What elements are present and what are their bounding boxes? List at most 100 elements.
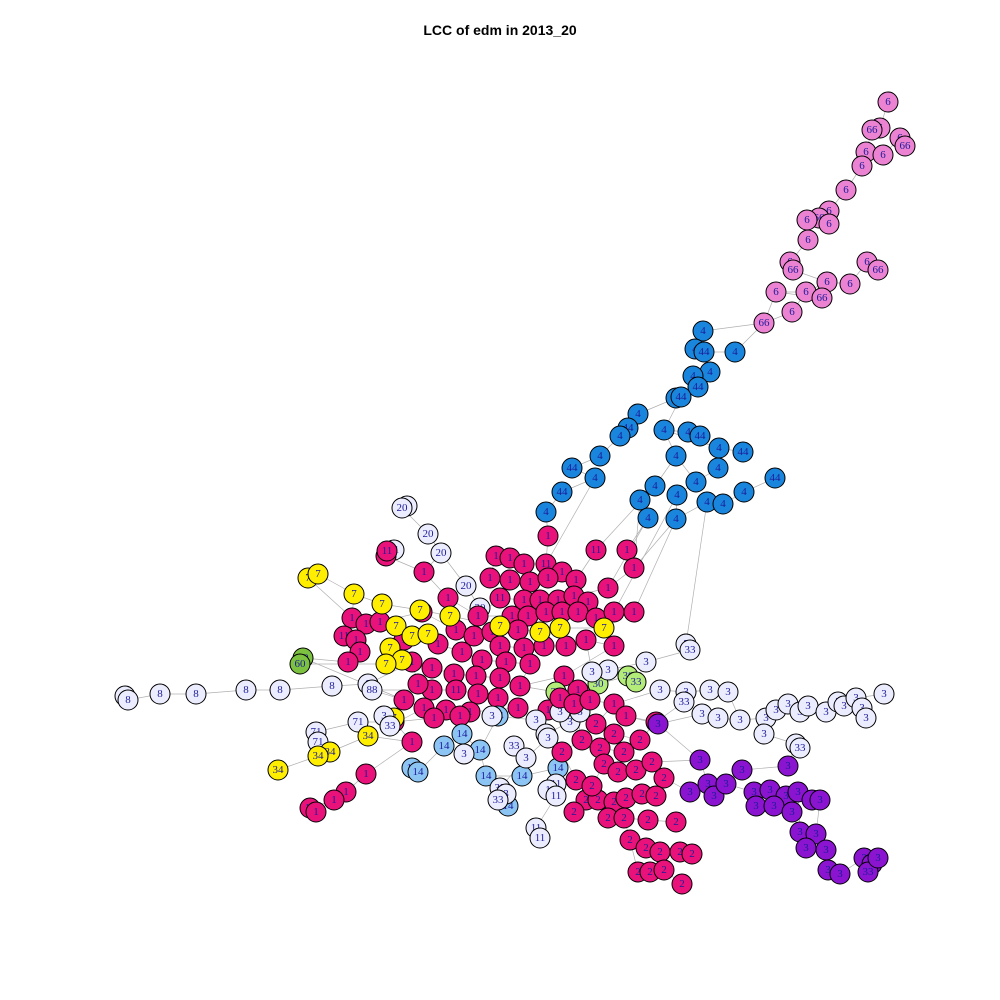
node-label: 11 [531, 822, 542, 834]
node-circle [529, 621, 551, 643]
node-label: 1 [573, 574, 579, 586]
graph-node: 14 [511, 765, 533, 787]
node-circle [789, 737, 811, 759]
node-label: 14 [503, 800, 515, 812]
node-label: 4 [685, 426, 691, 438]
node-circle [839, 273, 861, 295]
graph-node: 33 [673, 691, 695, 713]
graph-node: 4 [589, 445, 611, 467]
graph-node: 4 [629, 489, 651, 511]
node-circle [597, 577, 619, 599]
node-circle [707, 707, 729, 729]
node-circle [873, 683, 895, 705]
node-circle [681, 843, 703, 865]
node-label: 1 [409, 736, 415, 748]
node-circle [782, 259, 804, 281]
node-circle [685, 471, 707, 493]
graph-node: 14 [433, 735, 455, 757]
node-circle [117, 689, 139, 711]
graph-node: 44 [551, 481, 573, 503]
node-label: 2 [601, 758, 607, 770]
node-label: 33 [685, 644, 697, 656]
node-circle [689, 425, 711, 447]
graph-node: 14 [451, 723, 473, 745]
graph-node: 3 [753, 723, 775, 745]
graph-node: 66 [782, 259, 804, 281]
node-label: 4 [617, 430, 623, 442]
node-label: 4 [661, 424, 667, 436]
node-circle [235, 679, 257, 701]
node-circle [665, 508, 687, 530]
node-circle [393, 689, 415, 711]
node-label: 44 [770, 472, 782, 484]
graph-node: 44 [687, 376, 709, 398]
node-label: 1 [605, 582, 611, 594]
node-circle [818, 213, 840, 235]
node-circle [529, 827, 551, 849]
node-label: 2 [643, 842, 649, 854]
node-circle [589, 445, 611, 467]
node-label: 4 [720, 498, 726, 510]
node-circle [829, 863, 851, 885]
graph-node: 4 [584, 467, 606, 489]
node-circle [637, 809, 659, 831]
node-label: 1 [521, 642, 527, 654]
node-label: 4 [673, 513, 679, 525]
node-label: 44 [676, 391, 688, 403]
node-circle [487, 789, 509, 811]
graph-node: 3 [781, 801, 803, 823]
graph-node: 1 [555, 635, 577, 657]
graph-edge [302, 657, 405, 701]
graph-node: 2 [581, 775, 603, 797]
node-label: 2 [661, 772, 667, 784]
node-circle [579, 689, 601, 711]
node-label: 3 [785, 698, 791, 710]
node-label: 66 [759, 317, 771, 329]
node-label: 33 [509, 740, 521, 752]
node-label: 3 [725, 686, 731, 698]
node-label: 3 [761, 728, 767, 740]
node-circle [453, 743, 475, 765]
graph-node: 4 [685, 471, 707, 493]
node-label: 3 [805, 700, 811, 712]
node-circle [409, 599, 431, 621]
node-circle [781, 301, 803, 323]
node-label: 2 [621, 812, 627, 824]
node-label: 1 [575, 606, 581, 618]
graph-node: 3 [647, 713, 669, 735]
node-label: 7 [305, 572, 311, 584]
node-label: 2 [653, 790, 659, 802]
node-label: 33 [493, 794, 505, 806]
node-circle [421, 657, 443, 679]
node-label: 2 [635, 866, 641, 878]
graph-node: 88 [361, 679, 383, 701]
node-label: 2 [605, 812, 611, 824]
graph-edge [685, 501, 708, 645]
node-label: 1 [543, 606, 549, 618]
node-circle [467, 683, 489, 705]
node-circle [679, 781, 701, 803]
graph-node: 1 [495, 651, 517, 673]
graph-node: 1 [579, 689, 601, 711]
graph-node: 20 [430, 542, 452, 564]
node-label: 1 [345, 656, 351, 668]
node-circle [375, 653, 397, 675]
node-label: 1 [583, 634, 589, 646]
node-circle [670, 386, 692, 408]
node-circle [679, 639, 701, 661]
graph-node: 4 [692, 320, 714, 342]
graph-node: 6 [796, 209, 818, 231]
graph-node: 33 [625, 671, 647, 693]
node-label: 1 [471, 630, 477, 642]
graph-node: 1 [507, 619, 529, 641]
graph-node: 6 [877, 91, 899, 113]
graph-node: 6 [872, 144, 894, 166]
node-circle [724, 341, 746, 363]
node-circle [439, 605, 461, 627]
graph-node: 2 [637, 809, 659, 831]
node-circle [489, 615, 511, 637]
graph-node: 33 [487, 789, 509, 811]
node-circle [777, 755, 799, 777]
node-label: 1 [429, 684, 435, 696]
node-label: 1 [611, 698, 617, 710]
